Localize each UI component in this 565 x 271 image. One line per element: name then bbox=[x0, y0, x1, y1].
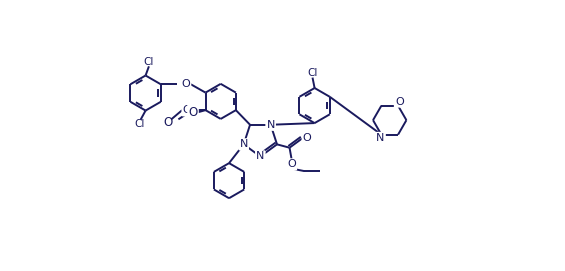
Text: N: N bbox=[240, 139, 248, 149]
Text: O: O bbox=[183, 105, 192, 115]
Text: O: O bbox=[163, 116, 172, 129]
Text: Cl: Cl bbox=[307, 68, 318, 78]
Text: O: O bbox=[183, 105, 192, 115]
Text: O: O bbox=[287, 159, 296, 169]
Text: Cl: Cl bbox=[134, 119, 145, 129]
Text: Cl: Cl bbox=[144, 57, 154, 67]
Text: O: O bbox=[303, 133, 311, 143]
Text: N: N bbox=[376, 133, 385, 143]
Text: O: O bbox=[181, 79, 190, 89]
Text: O: O bbox=[395, 96, 404, 107]
Text: O: O bbox=[188, 106, 198, 119]
Text: N: N bbox=[256, 151, 264, 162]
Text: N: N bbox=[267, 120, 275, 130]
